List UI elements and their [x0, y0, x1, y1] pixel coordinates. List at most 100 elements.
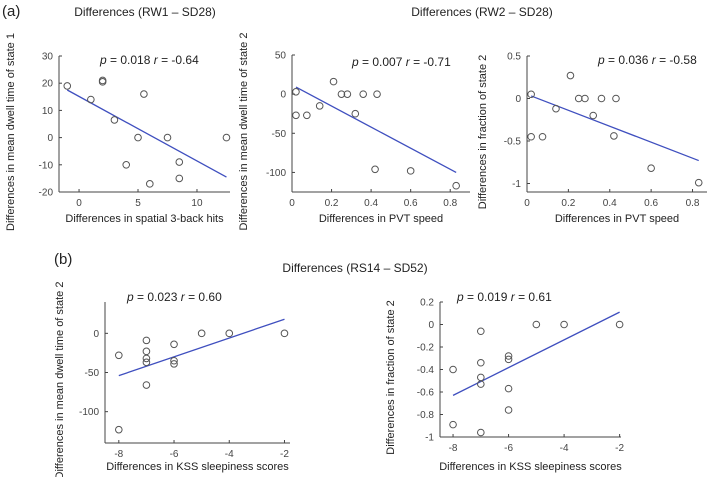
data-point [142, 381, 151, 389]
x-tick-label: 0.4 [603, 198, 617, 209]
y-tick-label: -50 [272, 129, 287, 140]
data-point [163, 133, 172, 142]
data-point [581, 94, 589, 103]
x-tick-label: 0.6 [644, 198, 658, 209]
data-point [477, 327, 485, 336]
data-point [527, 90, 535, 99]
y-tick-label: -1 [425, 433, 434, 444]
data-point [504, 355, 513, 364]
data-point [477, 358, 485, 367]
data-point [110, 116, 119, 124]
scatter-plot-4: -8 -6 -4 -2 -100 -50 0 p = 0.023 r = 0.60 Differ… [54, 282, 290, 477]
x-tick-label: 0.6 [404, 198, 418, 209]
y-tick-label: -0.8 [417, 410, 435, 421]
y-tick-label: -1 [512, 179, 521, 190]
data-point [170, 356, 178, 365]
p-symbol: p [597, 53, 605, 67]
data-point [552, 104, 560, 113]
r-symbol: r [652, 53, 657, 67]
data-point [303, 111, 311, 120]
data-point [175, 158, 184, 166]
stats-annotation: p = 0.018 r = -0.64 [99, 53, 199, 67]
y-tick-label: -100 [266, 168, 286, 179]
y-tick-label: 0.2 [420, 298, 434, 309]
regression-line [66, 89, 227, 178]
x-tick-label: 0.4 [364, 198, 378, 209]
x-tick-label: 0.8 [686, 198, 700, 209]
data-point [280, 329, 289, 338]
data-point [610, 132, 618, 140]
data-point [142, 347, 151, 356]
x-tick-label: 0 [524, 198, 530, 209]
scatter-plot-2: 0 0.2 0.4 0.6 0.8 -100 -50 0 50 p = 0.007 r = -0.… [238, 33, 470, 230]
data-point [538, 132, 547, 141]
data-point [373, 90, 381, 98]
data-point [292, 87, 300, 96]
x-axis-label: Differences in KSS sleepiness scores [439, 461, 622, 473]
y-tick-label: -50 [85, 368, 100, 379]
x-tick-label: 10 [191, 198, 203, 209]
data-point [612, 94, 620, 103]
data-point [142, 354, 151, 363]
y-axis-label: Differences in mean dwell time of state … [54, 282, 66, 477]
r-symbol: r [181, 290, 186, 304]
y-tick-label: 0 [515, 94, 521, 105]
data-point [477, 373, 485, 382]
data-point [452, 181, 460, 190]
p-value: = 0.018 [107, 53, 154, 67]
data-point [142, 336, 151, 345]
panel-label-b: (b) [54, 251, 72, 268]
p-symbol: p [351, 55, 359, 69]
y-tick-label: 0.5 [507, 52, 521, 63]
data-point [225, 329, 234, 338]
r-value: = 0.60 [185, 290, 222, 304]
y-tick-label: -20 [39, 188, 54, 199]
y-tick-label: -0.2 [417, 343, 435, 354]
scatter-plot-1: 0 5 10 -20 -10 0 10 20 30 p = 0.018 r = -0.64 Diff… [5, 33, 231, 231]
data-point [146, 180, 154, 188]
y-tick-label: -0.4 [417, 365, 435, 376]
data-point [597, 94, 606, 103]
x-tick-label: -2 [615, 443, 624, 454]
p-value: = 0.023 [134, 290, 181, 304]
data-point [122, 161, 131, 169]
x-axis-label: Differences in spatial 3-back hits [65, 213, 224, 225]
data-point [566, 71, 575, 80]
data-point [292, 111, 300, 120]
data-point [406, 167, 415, 175]
r-symbol: r [154, 53, 159, 67]
data-point [477, 380, 485, 388]
data-point [449, 365, 457, 374]
data-point [63, 82, 72, 90]
y-tick-label: 0 [93, 329, 99, 340]
stats-annotation: p = 0.019 r = 0.61 [456, 290, 552, 304]
x-tick-label: 0 [76, 198, 82, 209]
data-point [329, 77, 338, 86]
data-point [615, 320, 624, 329]
x-tick-label: -2 [280, 449, 289, 460]
data-point [359, 90, 368, 98]
y-axis-label: Differences in mean dwell time of state … [5, 33, 17, 231]
stats-annotation: p = 0.036 r = -0.58 [597, 53, 697, 67]
y-axis-label: Differences in fraction of state 2 [477, 55, 489, 210]
data-point [574, 94, 583, 103]
y-tick-label: 10 [42, 106, 54, 117]
x-tick-label: 0.2 [325, 198, 339, 209]
data-point [170, 360, 178, 368]
y-tick-label: 0 [47, 133, 53, 144]
r-symbol: r [406, 55, 411, 69]
y-tick-label: 50 [275, 51, 287, 62]
data-point [351, 109, 360, 118]
stats-annotation: p = 0.023 r = 0.60 [126, 290, 222, 304]
p-symbol: p [456, 290, 464, 304]
stats-annotation: p = 0.007 r = -0.71 [351, 55, 451, 69]
y-tick-label: 0 [428, 320, 434, 331]
data-point [532, 320, 541, 329]
data-point [504, 406, 513, 414]
y-tick-label: -100 [79, 407, 99, 418]
group-title-rs14: Differences (RS14 – SD52) [282, 261, 427, 275]
r-value: = -0.58 [656, 53, 697, 67]
data-point [140, 90, 148, 98]
x-tick-label: 5 [135, 198, 141, 209]
